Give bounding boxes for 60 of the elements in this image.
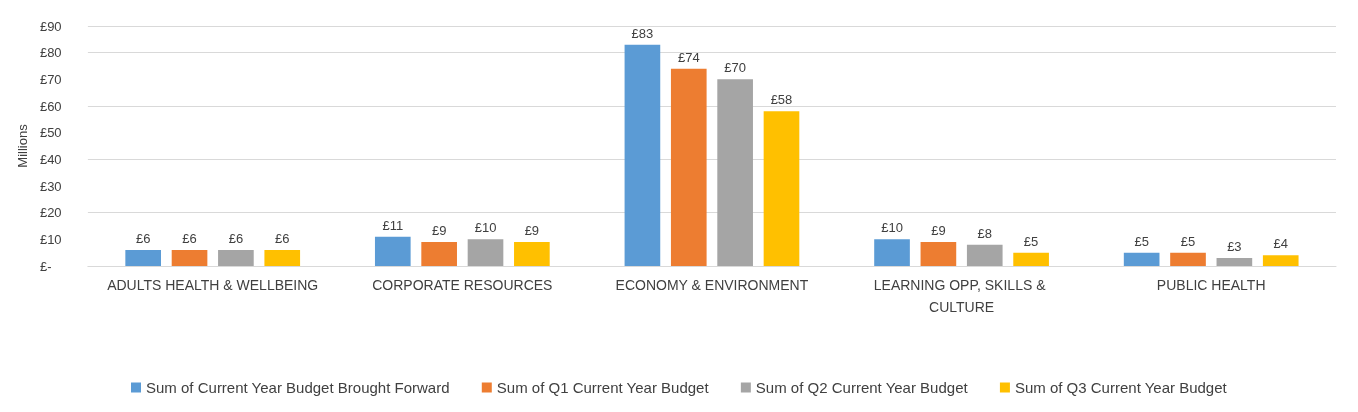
y-tick-label: £10	[39, 231, 62, 247]
data-label: £5	[1180, 233, 1196, 249]
bar	[874, 239, 910, 266]
data-label: £5	[1023, 233, 1039, 249]
bar	[171, 250, 208, 266]
bar	[125, 250, 161, 266]
data-label: £3	[1227, 239, 1242, 254]
bar	[218, 250, 254, 266]
bar	[467, 239, 504, 266]
y-tick-label: £50	[39, 125, 62, 141]
data-label: £6	[228, 231, 244, 246]
x-tick-label: PUBLIC HEALTH	[1156, 277, 1266, 293]
bar	[624, 44, 661, 266]
y-tick-label: £40	[39, 151, 62, 167]
bar	[763, 111, 800, 266]
bar	[264, 250, 301, 266]
y-tick-label: £20	[39, 205, 62, 221]
data-label: £10	[881, 220, 903, 236]
bar	[966, 244, 1003, 266]
x-tick-label: ADULTS HEALTH & WELLBEING	[107, 277, 319, 293]
data-label: £9	[931, 223, 946, 238]
x-tick-label: LEARNING OPP, SKILLS & CULTURE	[873, 277, 1050, 315]
legend-label: Sum of Q3 Current Year Budget	[1014, 379, 1228, 396]
y-tick-label: £30	[39, 178, 62, 194]
bar	[514, 242, 550, 266]
bar	[1170, 252, 1206, 266]
y-tick-label: £90	[39, 18, 62, 34]
bar	[1123, 252, 1160, 266]
data-label: £9	[431, 223, 447, 238]
legend-label: Sum of Current Year Budget Brought Forward	[146, 379, 450, 396]
y-tick-label: £70	[39, 71, 62, 87]
bar	[374, 236, 411, 266]
data-label: £8	[977, 225, 992, 241]
data-label: £6	[182, 231, 197, 246]
data-label: £5	[1134, 233, 1149, 249]
data-label: £9	[524, 223, 540, 238]
data-label: £11	[382, 217, 404, 233]
bar	[1262, 255, 1299, 266]
y-tick-label: £-	[39, 258, 52, 274]
bar	[1216, 258, 1253, 266]
data-label: £6	[275, 231, 290, 246]
data-label: £10	[474, 220, 497, 236]
bar	[421, 242, 457, 266]
y-tick-label: £60	[39, 98, 62, 114]
data-label: £70	[724, 60, 746, 76]
data-label: £4	[1273, 236, 1288, 252]
bar	[1013, 252, 1049, 266]
data-label: £6	[135, 231, 151, 246]
data-label: £74	[677, 49, 700, 65]
data-label: £58	[770, 92, 793, 108]
y-tick-label: £80	[39, 45, 62, 61]
legend-label: Sum of Q2 Current Year Budget	[755, 379, 969, 396]
y-axis-title: Millions	[15, 123, 30, 168]
legend-label: Sum of Q1 Current Year Budget	[496, 379, 710, 396]
x-tick-label: CORPORATE RESOURCES	[372, 277, 553, 293]
data-label: £83	[631, 25, 654, 41]
bar	[920, 242, 957, 266]
bar	[670, 68, 707, 266]
bar	[717, 79, 753, 266]
x-tick-label: ECONOMY & ENVIRONMENT	[615, 277, 809, 293]
